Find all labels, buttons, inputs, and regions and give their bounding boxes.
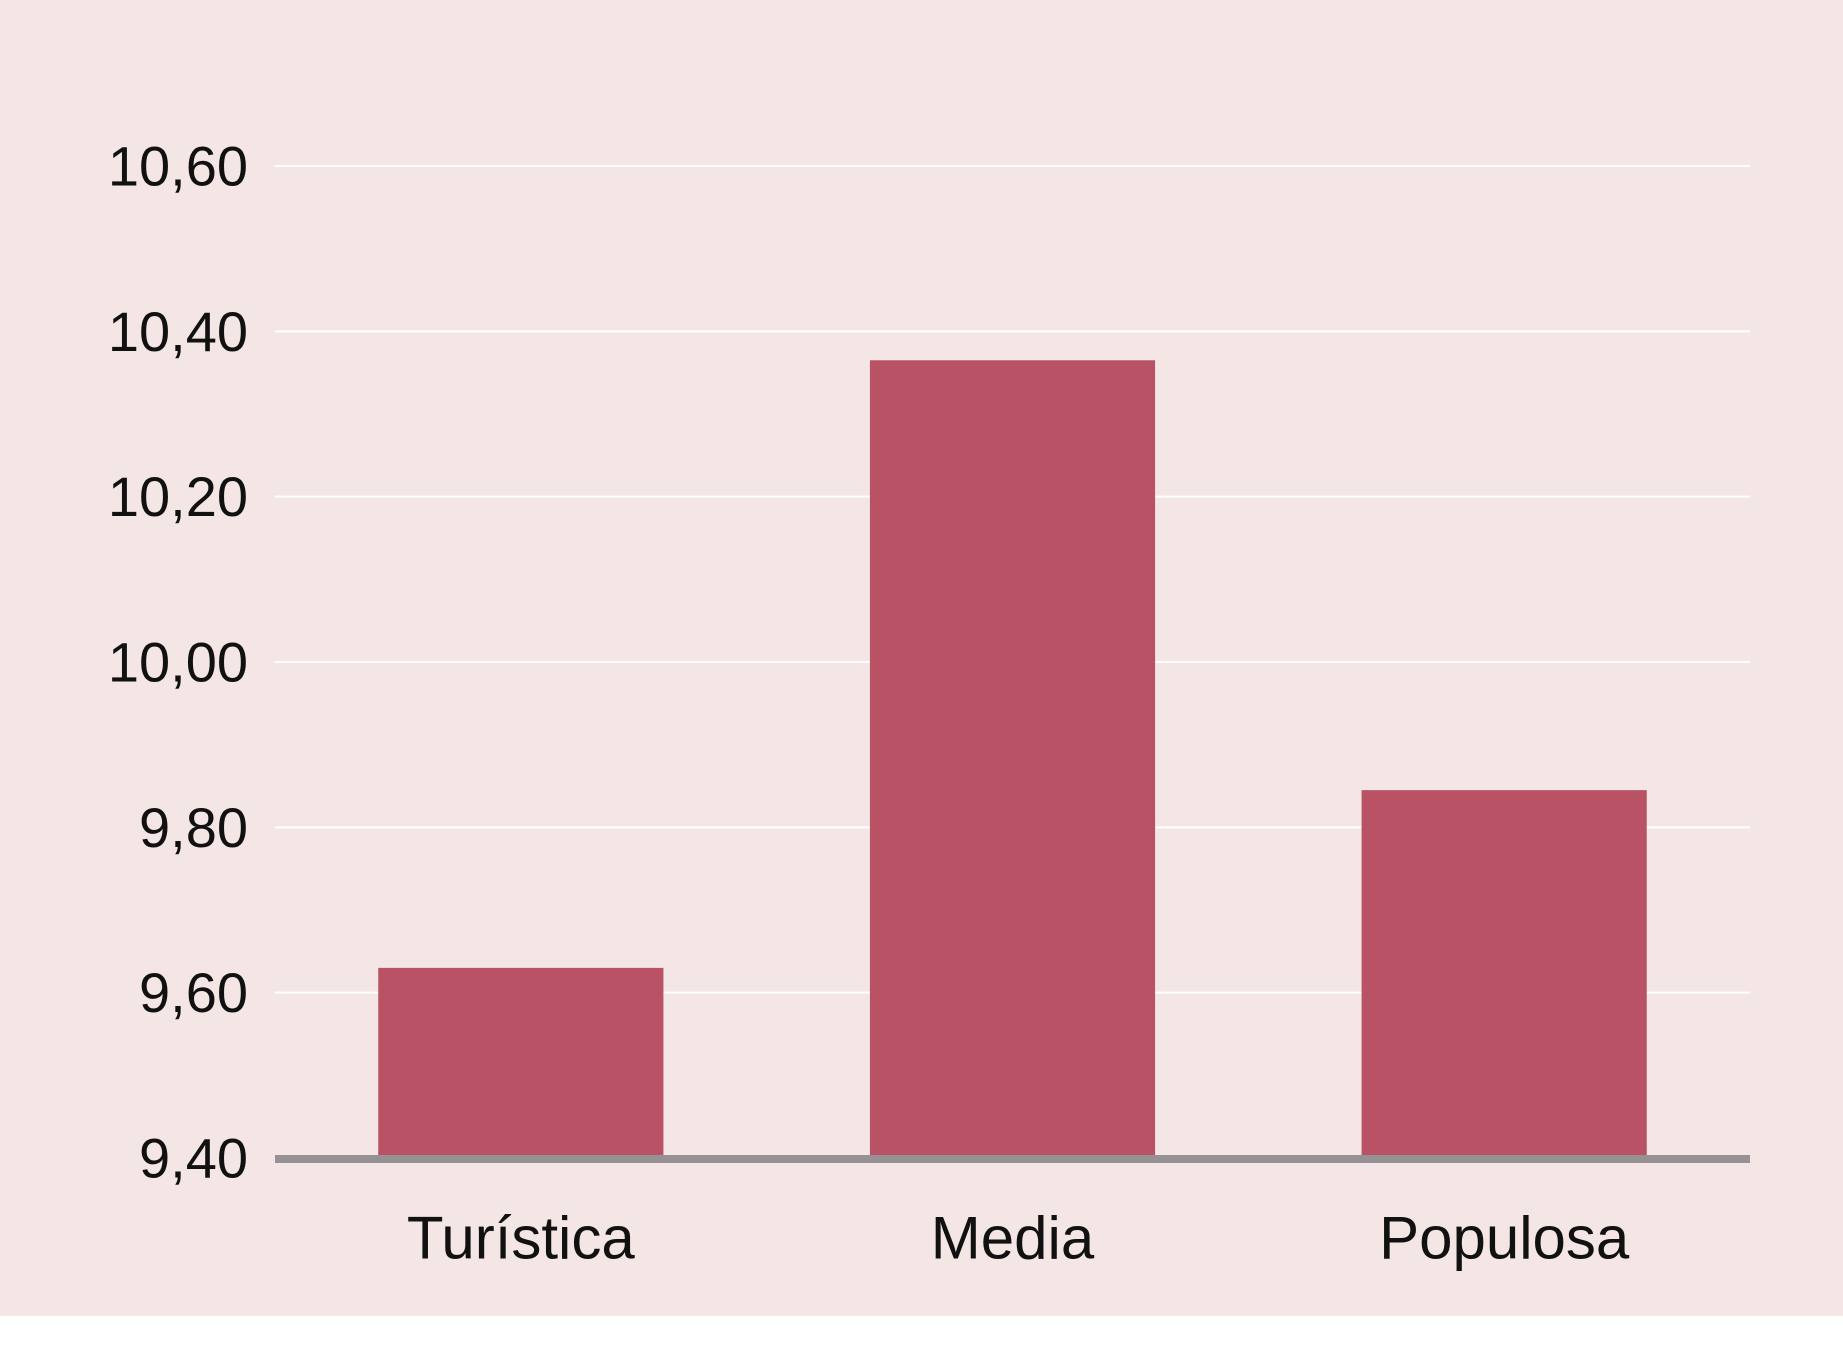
y-tick-label: 9,80 — [139, 796, 248, 859]
x-category-label: Turística — [407, 1205, 635, 1272]
bar-chart: 9,40 9,60 9,80 10,00 10,20 10,40 10,60 Turísti… — [0, 0, 1843, 1316]
x-axis-category-labels: Turística Media Populosa — [407, 1205, 1630, 1272]
bar-3 — [1361, 790, 1647, 1158]
y-tick-label: 10,20 — [108, 465, 248, 528]
x-category-label: Media — [931, 1205, 1095, 1272]
bar-2 — [869, 360, 1156, 1158]
bar-1 — [378, 967, 664, 1158]
y-tick-label: 9,40 — [139, 1127, 248, 1190]
y-tick-label: 10,00 — [108, 631, 248, 694]
x-category-label: Populosa — [1379, 1205, 1630, 1272]
y-tick-label: 9,60 — [139, 961, 248, 1024]
chart-panel: 9,40 9,60 9,80 10,00 10,20 10,40 10,60 Turísti… — [0, 0, 1843, 1316]
y-tick-label: 10,60 — [108, 135, 248, 198]
y-tick-label: 10,40 — [108, 300, 248, 363]
bars — [378, 360, 1647, 1158]
y-axis-tick-labels: 9,40 9,60 9,80 10,00 10,20 10,40 10,60 — [108, 135, 248, 1190]
